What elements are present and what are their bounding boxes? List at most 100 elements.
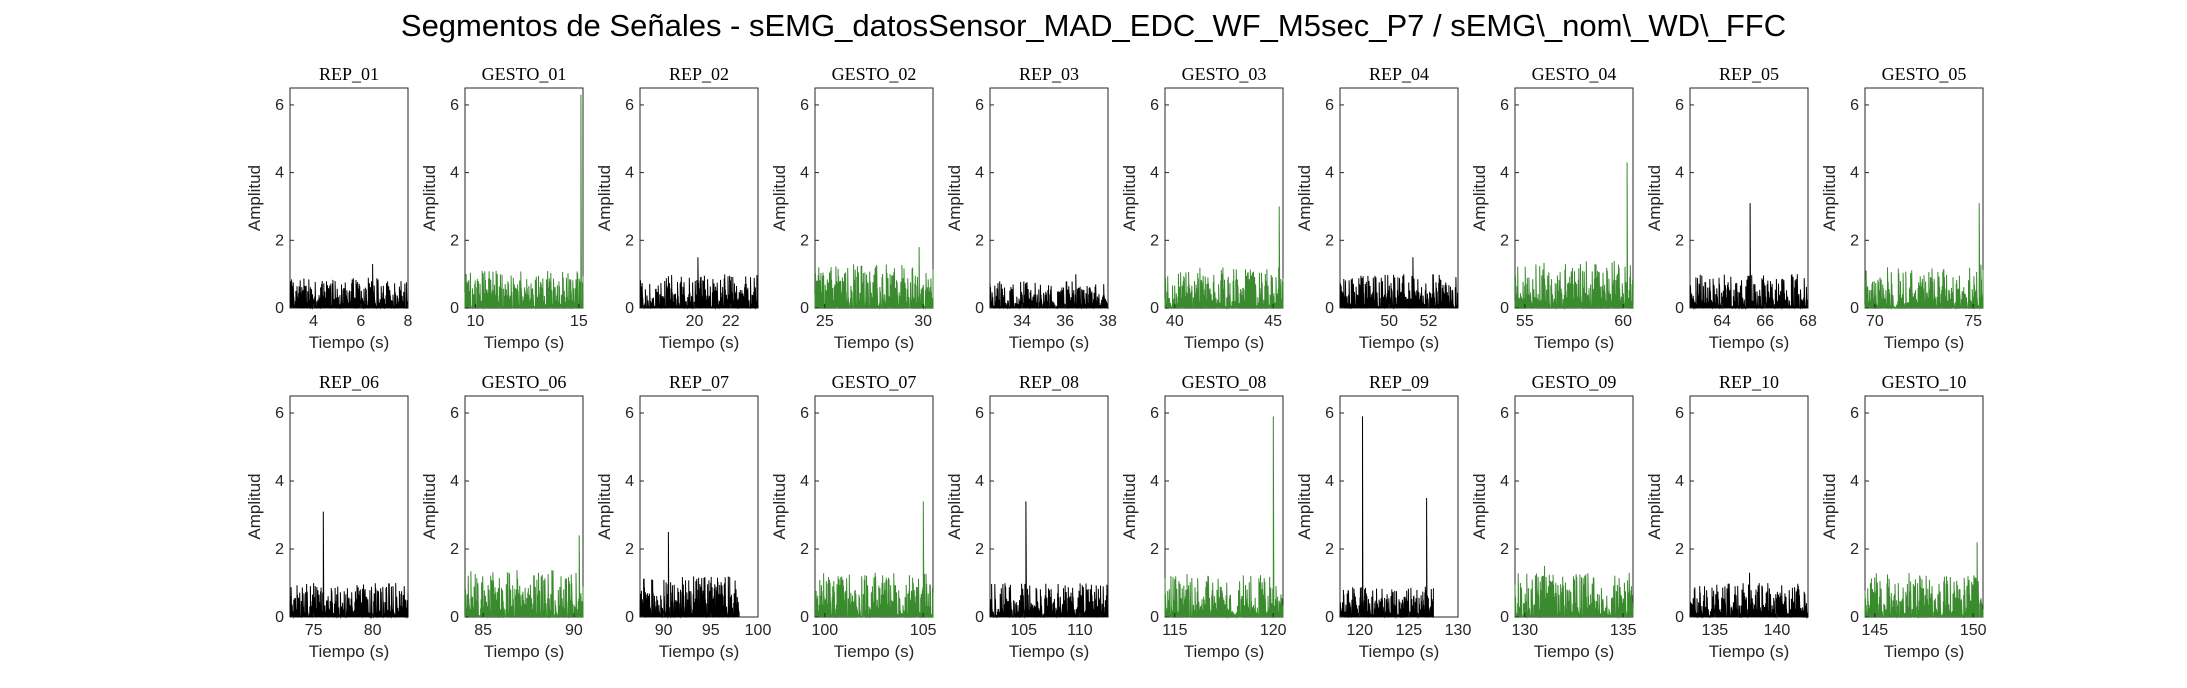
panel-10-axes-box [1864,87,1984,309]
panel-11-signal-line [289,511,409,619]
panel-18-xlabel: Tiempo (s) [1534,642,1615,661]
panel-12-xtick-label: 90 [565,622,583,639]
panel-20-signal-line [1864,542,1984,619]
panel-18-ytick-label: 6 [1500,405,1509,422]
panel-04-xlabel: Tiempo (s) [834,333,915,352]
panel-14-xlabel: Tiempo (s) [834,642,915,661]
panel-12-ylabel: Amplitud [420,473,439,539]
panel-17-title: REP_09 [1369,372,1429,392]
panel-04-xtick-label: 25 [816,313,834,330]
panel-20-ytick-label: 2 [1850,541,1859,558]
panel-19-xlabel: Tiempo (s) [1709,642,1790,661]
panel-18-ylabel: Amplitud [1470,473,1489,539]
panel-08-ytick-label: 0 [1500,300,1509,317]
panel-10-ylabel: Amplitud [1820,165,1839,231]
panel-06: 40 45 0 2 4 6 GESTO_03 Tiempo (s) Amplitud [1120,64,1284,352]
panel-13-xtick-label: 95 [702,622,720,639]
panel-04-signal-line [814,247,934,310]
panel-13-xtick-label: 100 [745,622,772,639]
panel-16-xlabel: Tiempo (s) [1184,642,1265,661]
panel-11-ytick-label: 6 [275,405,284,422]
panel-01-ytick-label: 6 [275,97,284,114]
panel-01-signal-line [289,263,409,310]
panel-14-ytick-label: 2 [800,541,809,558]
panel-19-xtick-label: 135 [1701,622,1728,639]
panel-13: 90 95 100 0 2 4 6 REP_07 Tiempo (s) Amplitud [595,372,771,661]
panel-16-title: GESTO_08 [1182,372,1267,392]
panel-10-ytick-label: 4 [1850,165,1859,182]
panel-09-axes-box [1689,87,1809,309]
panel-09-xtick-label: 68 [1799,313,1817,330]
panel-02-xtick-label: 10 [466,313,484,330]
panel-19: 135 140 0 2 4 6 REP_10 Tiempo (s) Amplitud [1645,372,1809,661]
panel-12-ytick-label: 2 [450,541,459,558]
panel-05-signal-line [989,274,1109,310]
panel-07-ytick-label: 6 [1325,97,1334,114]
panel-18-ytick-label: 2 [1500,541,1509,558]
panel-09-title: REP_05 [1719,64,1779,84]
panel-12-ytick-label: 0 [450,609,459,626]
panel-01-ylabel: Amplitud [245,165,264,231]
panel-13-ylabel: Amplitud [595,473,614,539]
panel-20-ytick-label: 4 [1850,473,1859,490]
panel-19-ytick-label: 6 [1675,405,1684,422]
panel-03-ylabel: Amplitud [595,165,614,231]
panel-04-title: GESTO_02 [832,64,917,84]
panel-01-xtick-label: 8 [404,313,413,330]
panel-07-title: REP_04 [1369,64,1429,84]
panel-12-ytick-label: 6 [450,405,459,422]
panel-08-ytick-label: 6 [1500,97,1509,114]
panel-08-xtick-label: 60 [1614,313,1632,330]
panel-17-signal-line [1339,416,1434,619]
panel-15-xtick-label: 105 [1010,622,1037,639]
panel-17-ylabel: Amplitud [1295,473,1314,539]
panel-07-xtick-label: 52 [1420,313,1438,330]
panel-19-xtick-label: 140 [1764,622,1791,639]
panel-02-ytick-label: 6 [450,97,459,114]
panel-18-ytick-label: 0 [1500,609,1509,626]
panel-10-xlabel: Tiempo (s) [1884,333,1965,352]
panel-07-ytick-label: 0 [1325,300,1334,317]
panel-16-ytick-label: 0 [1150,609,1159,626]
panel-06-xtick-label: 45 [1264,313,1282,330]
panel-14: 100 105 0 2 4 6 GESTO_07 Tiempo (s) Amplitud [770,372,937,661]
panel-13-xlabel: Tiempo (s) [659,642,740,661]
panel-01-xlabel: Tiempo (s) [309,333,390,352]
panel-01: 4 6 8 0 2 4 6 REP_01 Tiempo (s) Amplitud [245,64,413,352]
panel-06-ytick-label: 0 [1150,300,1159,317]
panel-17-axes-box [1339,395,1459,618]
panel-10-ytick-label: 0 [1850,300,1859,317]
panel-14-xtick-label: 105 [910,622,937,639]
panel-20-title: GESTO_10 [1882,372,1967,392]
panel-10: 70 75 0 2 4 6 GESTO_05 Tiempo (s) Amplitud [1820,64,1984,352]
panel-19-signal-line [1689,572,1809,619]
panel-03-title: REP_02 [669,64,729,84]
panel-02-xlabel: Tiempo (s) [484,333,565,352]
panel-12-xlabel: Tiempo (s) [484,642,565,661]
panel-07-xtick-label: 50 [1380,313,1398,330]
panel-05-ylabel: Amplitud [945,165,964,231]
panel-06-ytick-label: 2 [1150,232,1159,249]
panel-02-signal-line [464,94,584,310]
panel-13-signal-line [639,531,740,619]
panel-10-ytick-label: 6 [1850,97,1859,114]
panel-11-ytick-label: 0 [275,609,284,626]
panel-01-ytick-label: 2 [275,232,284,249]
panel-13-ytick-label: 0 [625,609,634,626]
panel-01-axes-box [289,87,409,309]
panel-17-xtick-label: 125 [1395,622,1422,639]
panel-16-axes-box [1164,395,1284,618]
panel-12: 85 90 0 2 4 6 GESTO_06 Tiempo (s) Amplitud [420,372,584,661]
panel-01-ytick-label: 4 [275,165,284,182]
panel-06-xtick-label: 40 [1166,313,1184,330]
panel-10-signal-line [1864,203,1984,310]
panel-02-ytick-label: 0 [450,300,459,317]
panel-09-signal-line [1689,203,1809,310]
panel-13-ytick-label: 4 [625,473,634,490]
panel-18: 130 135 0 2 4 6 GESTO_09 Tiempo (s) Amplitud [1470,372,1637,661]
panel-09-ytick-label: 4 [1675,165,1684,182]
panel-14-ytick-label: 6 [800,405,809,422]
panel-06-ylabel: Amplitud [1120,165,1139,231]
panel-12-signal-line [464,535,584,619]
